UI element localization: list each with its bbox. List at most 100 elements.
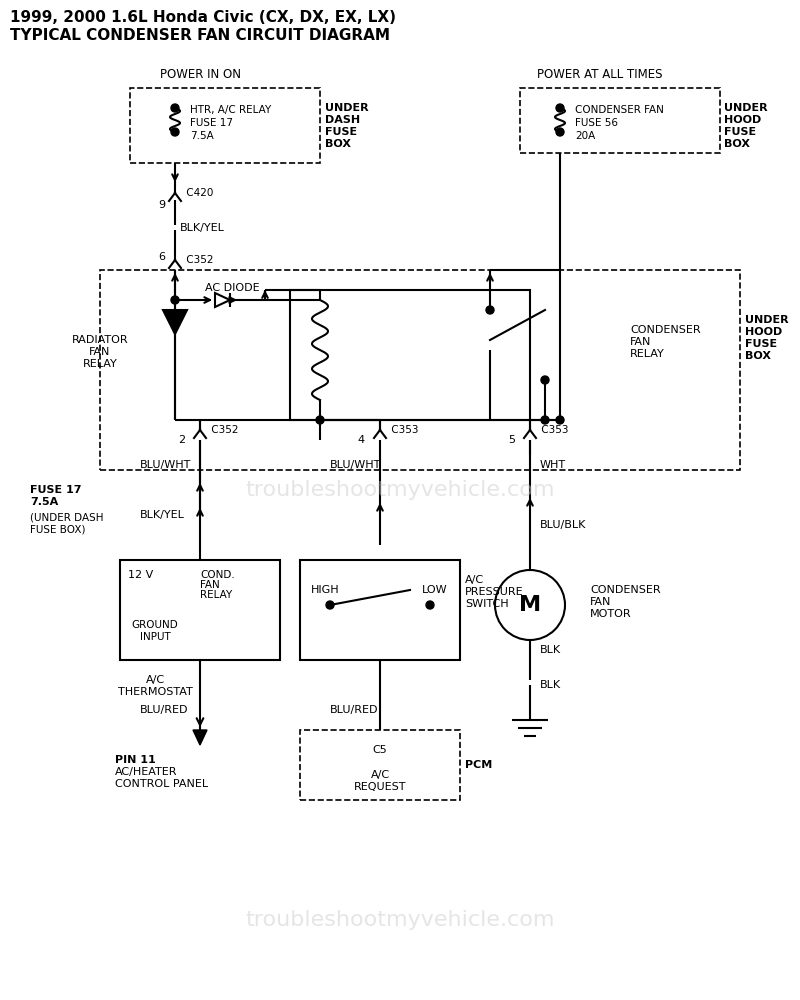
Text: CONDENSER FAN: CONDENSER FAN [575,105,664,115]
Text: (UNDER DASH: (UNDER DASH [30,513,103,523]
Bar [290,290,530,420]
Circle shape [495,570,565,640]
Text: BOX: BOX [325,139,351,149]
Circle shape [316,416,324,424]
Text: C352: C352 [183,255,214,265]
Text: A/C: A/C [146,675,165,685]
Text: UNDER: UNDER [745,315,789,325]
Circle shape [171,128,179,136]
Text: RELAY: RELAY [200,590,232,600]
Text: PCM: PCM [465,760,492,770]
Text: BLK: BLK [540,680,561,690]
Text: PRESSURE: PRESSURE [465,587,524,597]
Text: UNDER: UNDER [724,103,768,113]
Text: FUSE 56: FUSE 56 [575,118,618,128]
Text: FAN: FAN [630,337,651,347]
Text: C5: C5 [373,745,387,755]
Text: BLK/YEL: BLK/YEL [180,223,225,233]
Text: FAN: FAN [90,347,110,357]
Text: FAN: FAN [590,597,611,607]
Circle shape [326,601,334,609]
Text: MOTOR: MOTOR [590,609,632,619]
Text: HIGH: HIGH [310,585,339,595]
Bar [300,730,460,800]
Text: FUSE BOX): FUSE BOX) [30,525,86,535]
Text: 5: 5 [508,435,515,445]
Circle shape [556,128,564,136]
Text: CONDENSER: CONDENSER [630,325,701,335]
Text: C352: C352 [208,425,238,435]
Text: INPUT: INPUT [140,632,170,642]
Text: 2: 2 [178,435,185,445]
Text: POWER AT ALL TIMES: POWER AT ALL TIMES [538,68,662,82]
Text: 20A: 20A [575,131,595,141]
Text: FUSE: FUSE [724,127,756,137]
Circle shape [426,601,434,609]
Text: GROUND: GROUND [132,620,178,630]
Text: 12 V: 12 V [128,570,154,580]
Circle shape [556,104,564,112]
Text: WHT: WHT [540,460,566,470]
Text: 6: 6 [158,252,165,262]
Circle shape [171,296,179,304]
Text: BOX: BOX [745,351,771,361]
Text: CONTROL PANEL: CONTROL PANEL [115,779,208,789]
Text: 1999, 2000 1.6L Honda Civic (CX, DX, EX, LX): 1999, 2000 1.6L Honda Civic (CX, DX, EX,… [10,10,396,25]
Text: 9: 9 [158,200,165,210]
Text: HOOD: HOOD [724,115,762,125]
Text: BLU/BLK: BLU/BLK [540,520,586,530]
Bar [100,270,740,470]
Polygon shape [163,310,187,334]
Text: BLK: BLK [540,645,561,655]
Text: CONDENSER: CONDENSER [590,585,661,595]
Circle shape [541,376,549,384]
Text: RELAY: RELAY [630,349,665,359]
Circle shape [171,104,179,112]
Text: BLU/WHT: BLU/WHT [330,460,382,470]
Text: RELAY: RELAY [82,359,118,369]
Text: BLK/YEL: BLK/YEL [140,510,185,520]
Text: FUSE 17: FUSE 17 [190,118,233,128]
Text: HOOD: HOOD [745,327,782,337]
Text: AC DIODE: AC DIODE [205,283,260,293]
Bar [130,88,320,163]
Text: AC/HEATER: AC/HEATER [115,767,178,777]
Text: SWITCH: SWITCH [465,599,509,609]
Text: C420: C420 [183,188,214,198]
Text: BLU/RED: BLU/RED [330,705,378,715]
Text: PIN 11: PIN 11 [115,755,156,765]
Text: BLU/RED: BLU/RED [140,705,189,715]
Text: DASH: DASH [325,115,360,125]
Circle shape [486,306,494,314]
Text: BLU/WHT: BLU/WHT [140,460,191,470]
Text: BOX: BOX [724,139,750,149]
Text: 7.5A: 7.5A [190,131,214,141]
Text: troubleshootmyvehicle.com: troubleshootmyvehicle.com [246,910,554,930]
Polygon shape [193,730,207,745]
Text: TYPICAL CONDENSER FAN CIRCUIT DIAGRAM: TYPICAL CONDENSER FAN CIRCUIT DIAGRAM [10,28,390,43]
Text: M: M [519,595,541,615]
Text: UNDER: UNDER [325,103,369,113]
Bar [520,88,720,153]
Text: FAN: FAN [200,580,220,590]
Text: THERMOSTAT: THERMOSTAT [118,687,192,697]
Text: RADIATOR: RADIATOR [72,335,128,345]
Text: POWER IN ON: POWER IN ON [159,68,241,82]
Circle shape [556,416,564,424]
Text: A/C: A/C [465,575,484,585]
Text: FUSE: FUSE [745,339,777,349]
Text: FUSE: FUSE [325,127,357,137]
Text: COND.: COND. [200,570,234,580]
Text: 7.5A: 7.5A [30,497,58,507]
Bar [120,560,280,660]
Circle shape [541,416,549,424]
Polygon shape [215,293,230,307]
Text: troubleshootmyvehicle.com: troubleshootmyvehicle.com [246,480,554,500]
Text: 4: 4 [358,435,365,445]
Text: C353: C353 [388,425,418,435]
Text: C353: C353 [538,425,569,435]
Text: LOW: LOW [422,585,448,595]
Text: A/C: A/C [370,770,390,780]
Text: HTR, A/C RELAY: HTR, A/C RELAY [190,105,271,115]
Text: REQUEST: REQUEST [354,782,406,792]
